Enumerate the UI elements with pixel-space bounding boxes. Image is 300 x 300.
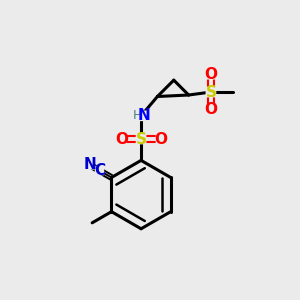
FancyBboxPatch shape (156, 134, 165, 144)
FancyBboxPatch shape (136, 134, 146, 144)
Text: O: O (204, 67, 218, 82)
Text: O: O (115, 131, 128, 146)
Text: S: S (206, 85, 216, 100)
Text: C: C (94, 163, 105, 178)
FancyBboxPatch shape (206, 70, 216, 80)
Text: N: N (83, 158, 96, 172)
FancyBboxPatch shape (133, 110, 149, 121)
FancyBboxPatch shape (206, 87, 216, 98)
Text: O: O (204, 102, 218, 117)
FancyBboxPatch shape (95, 166, 104, 175)
FancyBboxPatch shape (117, 134, 127, 144)
Text: H: H (133, 109, 142, 122)
FancyBboxPatch shape (85, 160, 94, 170)
Text: O: O (154, 131, 167, 146)
Text: N: N (138, 108, 150, 123)
FancyBboxPatch shape (206, 104, 216, 114)
Text: S: S (136, 131, 147, 146)
